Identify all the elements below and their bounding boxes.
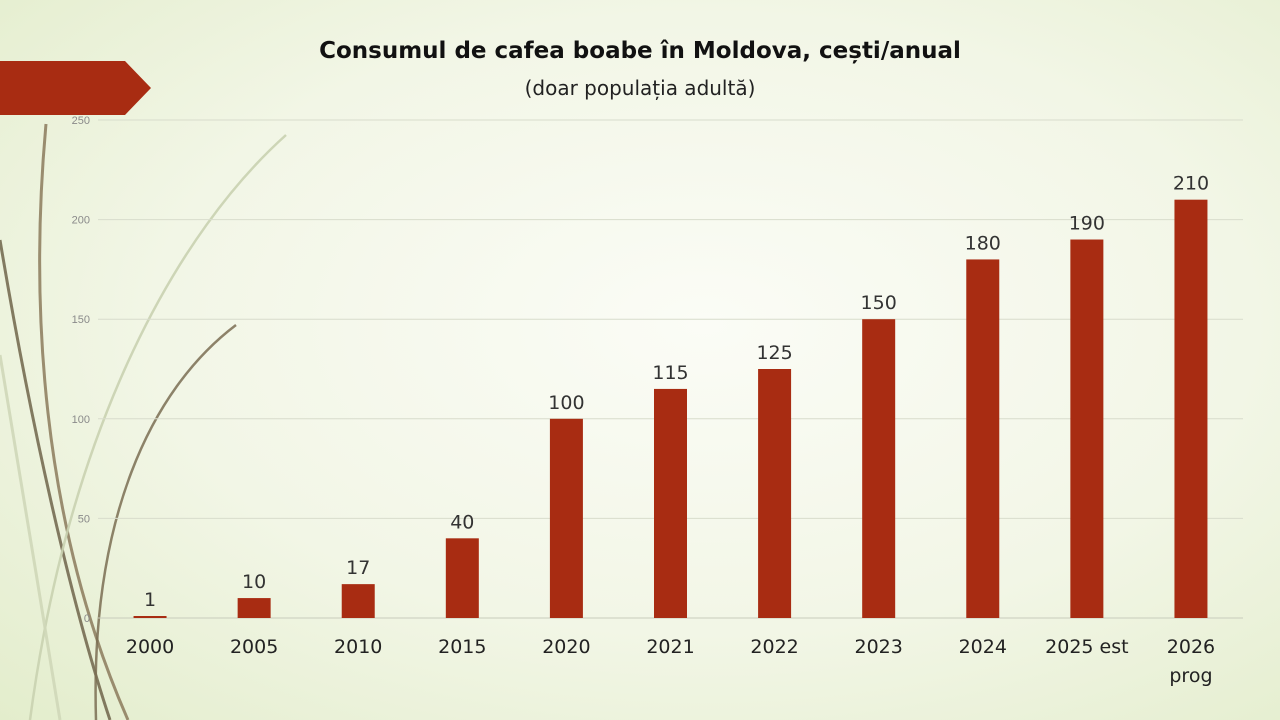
y-tick-label: 250: [72, 115, 90, 127]
bar: [966, 259, 1000, 618]
x-tick-label: prog: [1169, 665, 1212, 687]
x-tick-label: 2015: [438, 636, 486, 658]
bar: [445, 538, 479, 618]
y-tick-label: 200: [72, 215, 90, 227]
bar: [1070, 239, 1104, 618]
data-label: 115: [652, 362, 688, 384]
data-label: 125: [756, 342, 792, 364]
decorative-curve: [38, 123, 130, 720]
x-tick-label: 2021: [646, 636, 694, 658]
bar: [654, 388, 687, 618]
decorative-curve: [0, 239, 112, 720]
data-label: 210: [1173, 173, 1209, 195]
x-tick-label: 2020: [542, 636, 590, 658]
x-tick-label: 2025 est: [1045, 636, 1128, 658]
x-tick-label: 2005: [230, 636, 278, 658]
x-tick-label: 2024: [959, 636, 1007, 658]
bar: [549, 418, 583, 618]
data-label: 1: [144, 589, 156, 611]
decorative-curve: [94, 324, 237, 720]
x-tick-label: 2026: [1167, 636, 1215, 658]
y-tick-label: 100: [72, 414, 90, 426]
chart-subtitle: (doar populația adultă): [524, 76, 756, 100]
bar: [133, 616, 167, 618]
x-tick-label: 2010: [334, 636, 382, 658]
decorative-curve: [0, 354, 62, 720]
bar: [237, 598, 271, 618]
bar: [758, 369, 792, 618]
bar: [341, 584, 375, 618]
bar: [862, 319, 896, 618]
data-label: 40: [450, 511, 474, 533]
title-banner-arrow: [0, 61, 151, 115]
data-label: 10: [242, 571, 266, 593]
data-label: 150: [861, 292, 897, 314]
data-label: 180: [965, 232, 1001, 254]
data-label: 190: [1069, 213, 1105, 235]
x-tick-label: 2000: [126, 636, 174, 658]
decorative-curve: [28, 134, 287, 720]
x-tick-label: 2023: [855, 636, 903, 658]
x-tick-label: 2022: [750, 636, 798, 658]
y-tick-label: 0: [84, 613, 90, 625]
data-label: 17: [346, 557, 370, 579]
y-tick-label: 50: [78, 513, 90, 525]
bar: [1174, 199, 1208, 618]
data-label: 100: [548, 392, 584, 414]
y-tick-label: 150: [72, 314, 90, 326]
chart-title: Consumul de cafea boabe în Moldova, ceșt…: [319, 38, 961, 64]
